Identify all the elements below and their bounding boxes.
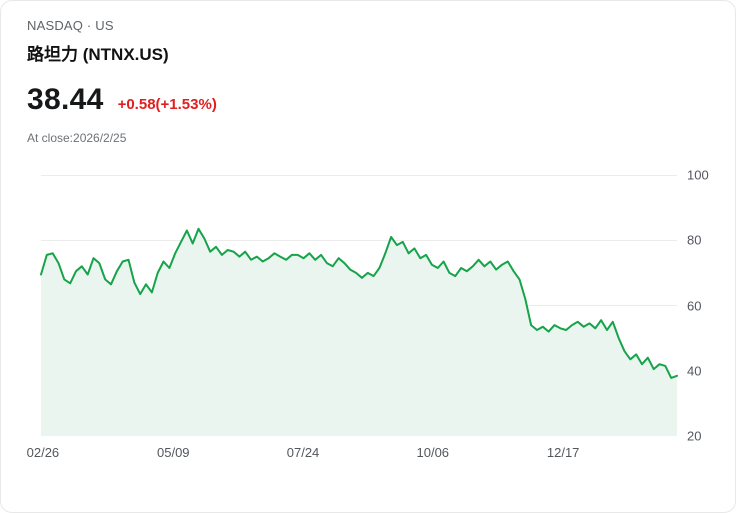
y-axis-label: 100 (687, 167, 709, 183)
y-axis-label: 80 (687, 232, 702, 248)
chart-plot-area[interactable]: 100 80 60 40 20 (40, 168, 709, 444)
price-chart[interactable]: 100 80 60 40 20 02/26 05/09 07/24 10/06 12/17 (27, 168, 709, 463)
y-axis-label: 20 (687, 428, 702, 444)
x-axis-label: 10/06 (416, 445, 450, 460)
y-axis-label: 60 (687, 298, 702, 313)
x-axis-label: 05/09 (157, 445, 190, 460)
price-row: 38.44 +0.58(+1.53%) (27, 83, 709, 117)
stock-title: 路坦力 (NTNX.US) (27, 45, 169, 64)
price-change: +0.58(+1.53%) (117, 96, 217, 113)
x-axis-label: 07/24 (286, 445, 320, 460)
x-axis-label: 02/26 (26, 445, 60, 460)
y-axis: 100 80 60 40 20 (687, 168, 727, 444)
y-axis-label: 40 (687, 363, 702, 379)
exchange-label: NASDAQ · US (27, 18, 114, 33)
at-close-timestamp: At close:2026/2/25 (27, 131, 127, 145)
last-price: 38.44 (27, 83, 104, 116)
x-axis-label: 12/17 (546, 445, 580, 460)
x-axis: 02/26 05/09 07/24 10/06 12/17 (27, 445, 677, 463)
chart-canvas[interactable] (40, 175, 678, 436)
